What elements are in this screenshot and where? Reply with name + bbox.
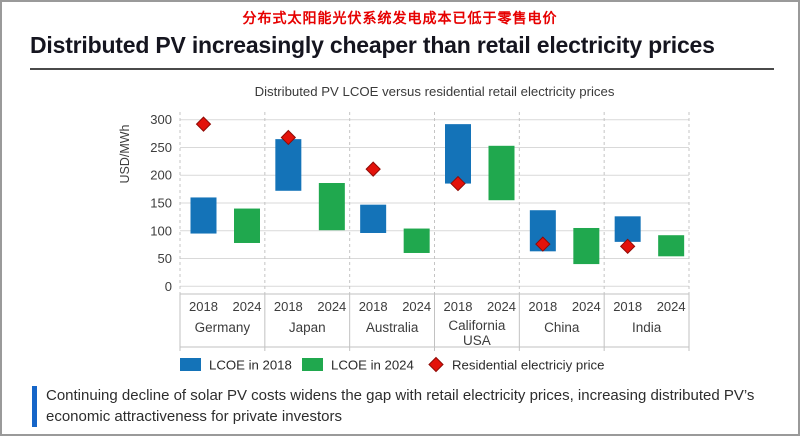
svg-text:150: 150 xyxy=(150,196,172,211)
svg-text:2024: 2024 xyxy=(572,299,601,314)
svg-text:2024: 2024 xyxy=(487,299,516,314)
svg-text:2024: 2024 xyxy=(317,299,346,314)
highlight-bar xyxy=(32,386,37,428)
svg-text:Japan: Japan xyxy=(289,320,326,335)
footnote-text: Continuing decline of solar PV costs wid… xyxy=(46,387,755,425)
svg-text:0: 0 xyxy=(165,279,172,294)
svg-text:LCOE in 2024: LCOE in 2024 xyxy=(331,358,414,373)
svg-text:2018: 2018 xyxy=(189,299,218,314)
svg-text:Residential electriciy price: Residential electriciy price xyxy=(452,358,604,373)
svg-text:2018: 2018 xyxy=(444,299,473,314)
svg-text:2018: 2018 xyxy=(528,299,557,314)
svg-text:2018: 2018 xyxy=(274,299,303,314)
svg-text:Germany: Germany xyxy=(195,320,251,335)
svg-text:China: China xyxy=(544,320,580,335)
svg-text:2024: 2024 xyxy=(657,299,686,314)
svg-text:50: 50 xyxy=(158,251,172,266)
svg-text:Distributed PV LCOE versus res: Distributed PV LCOE versus residential r… xyxy=(255,84,615,99)
svg-text:Australia: Australia xyxy=(366,320,419,335)
svg-text:USA: USA xyxy=(463,333,491,348)
svg-text:250: 250 xyxy=(150,140,172,155)
svg-text:LCOE in 2018: LCOE in 2018 xyxy=(209,358,292,373)
lcoe-chart-svg: Distributed PV LCOE versus residential r… xyxy=(118,84,690,373)
svg-text:2024: 2024 xyxy=(233,299,262,314)
page-title: Distributed PV increasingly cheaper than… xyxy=(30,32,715,58)
svg-text:100: 100 xyxy=(150,223,172,238)
svg-text:USD/MWh: USD/MWh xyxy=(118,124,132,183)
footnote: Continuing decline of solar PV costs wid… xyxy=(32,386,787,428)
svg-text:California: California xyxy=(448,318,506,333)
chinese-title: 分布式太阳能光伏系统发电成本已低于零售电价 xyxy=(242,10,558,26)
svg-text:2018: 2018 xyxy=(613,299,642,314)
svg-text:India: India xyxy=(632,320,662,335)
title-divider xyxy=(30,68,774,70)
svg-text:2024: 2024 xyxy=(402,299,431,314)
svg-text:2018: 2018 xyxy=(359,299,388,314)
svg-text:300: 300 xyxy=(150,112,172,127)
svg-text:200: 200 xyxy=(150,168,172,183)
lcoe-chart: Distributed PV LCOE versus residential r… xyxy=(2,78,798,382)
